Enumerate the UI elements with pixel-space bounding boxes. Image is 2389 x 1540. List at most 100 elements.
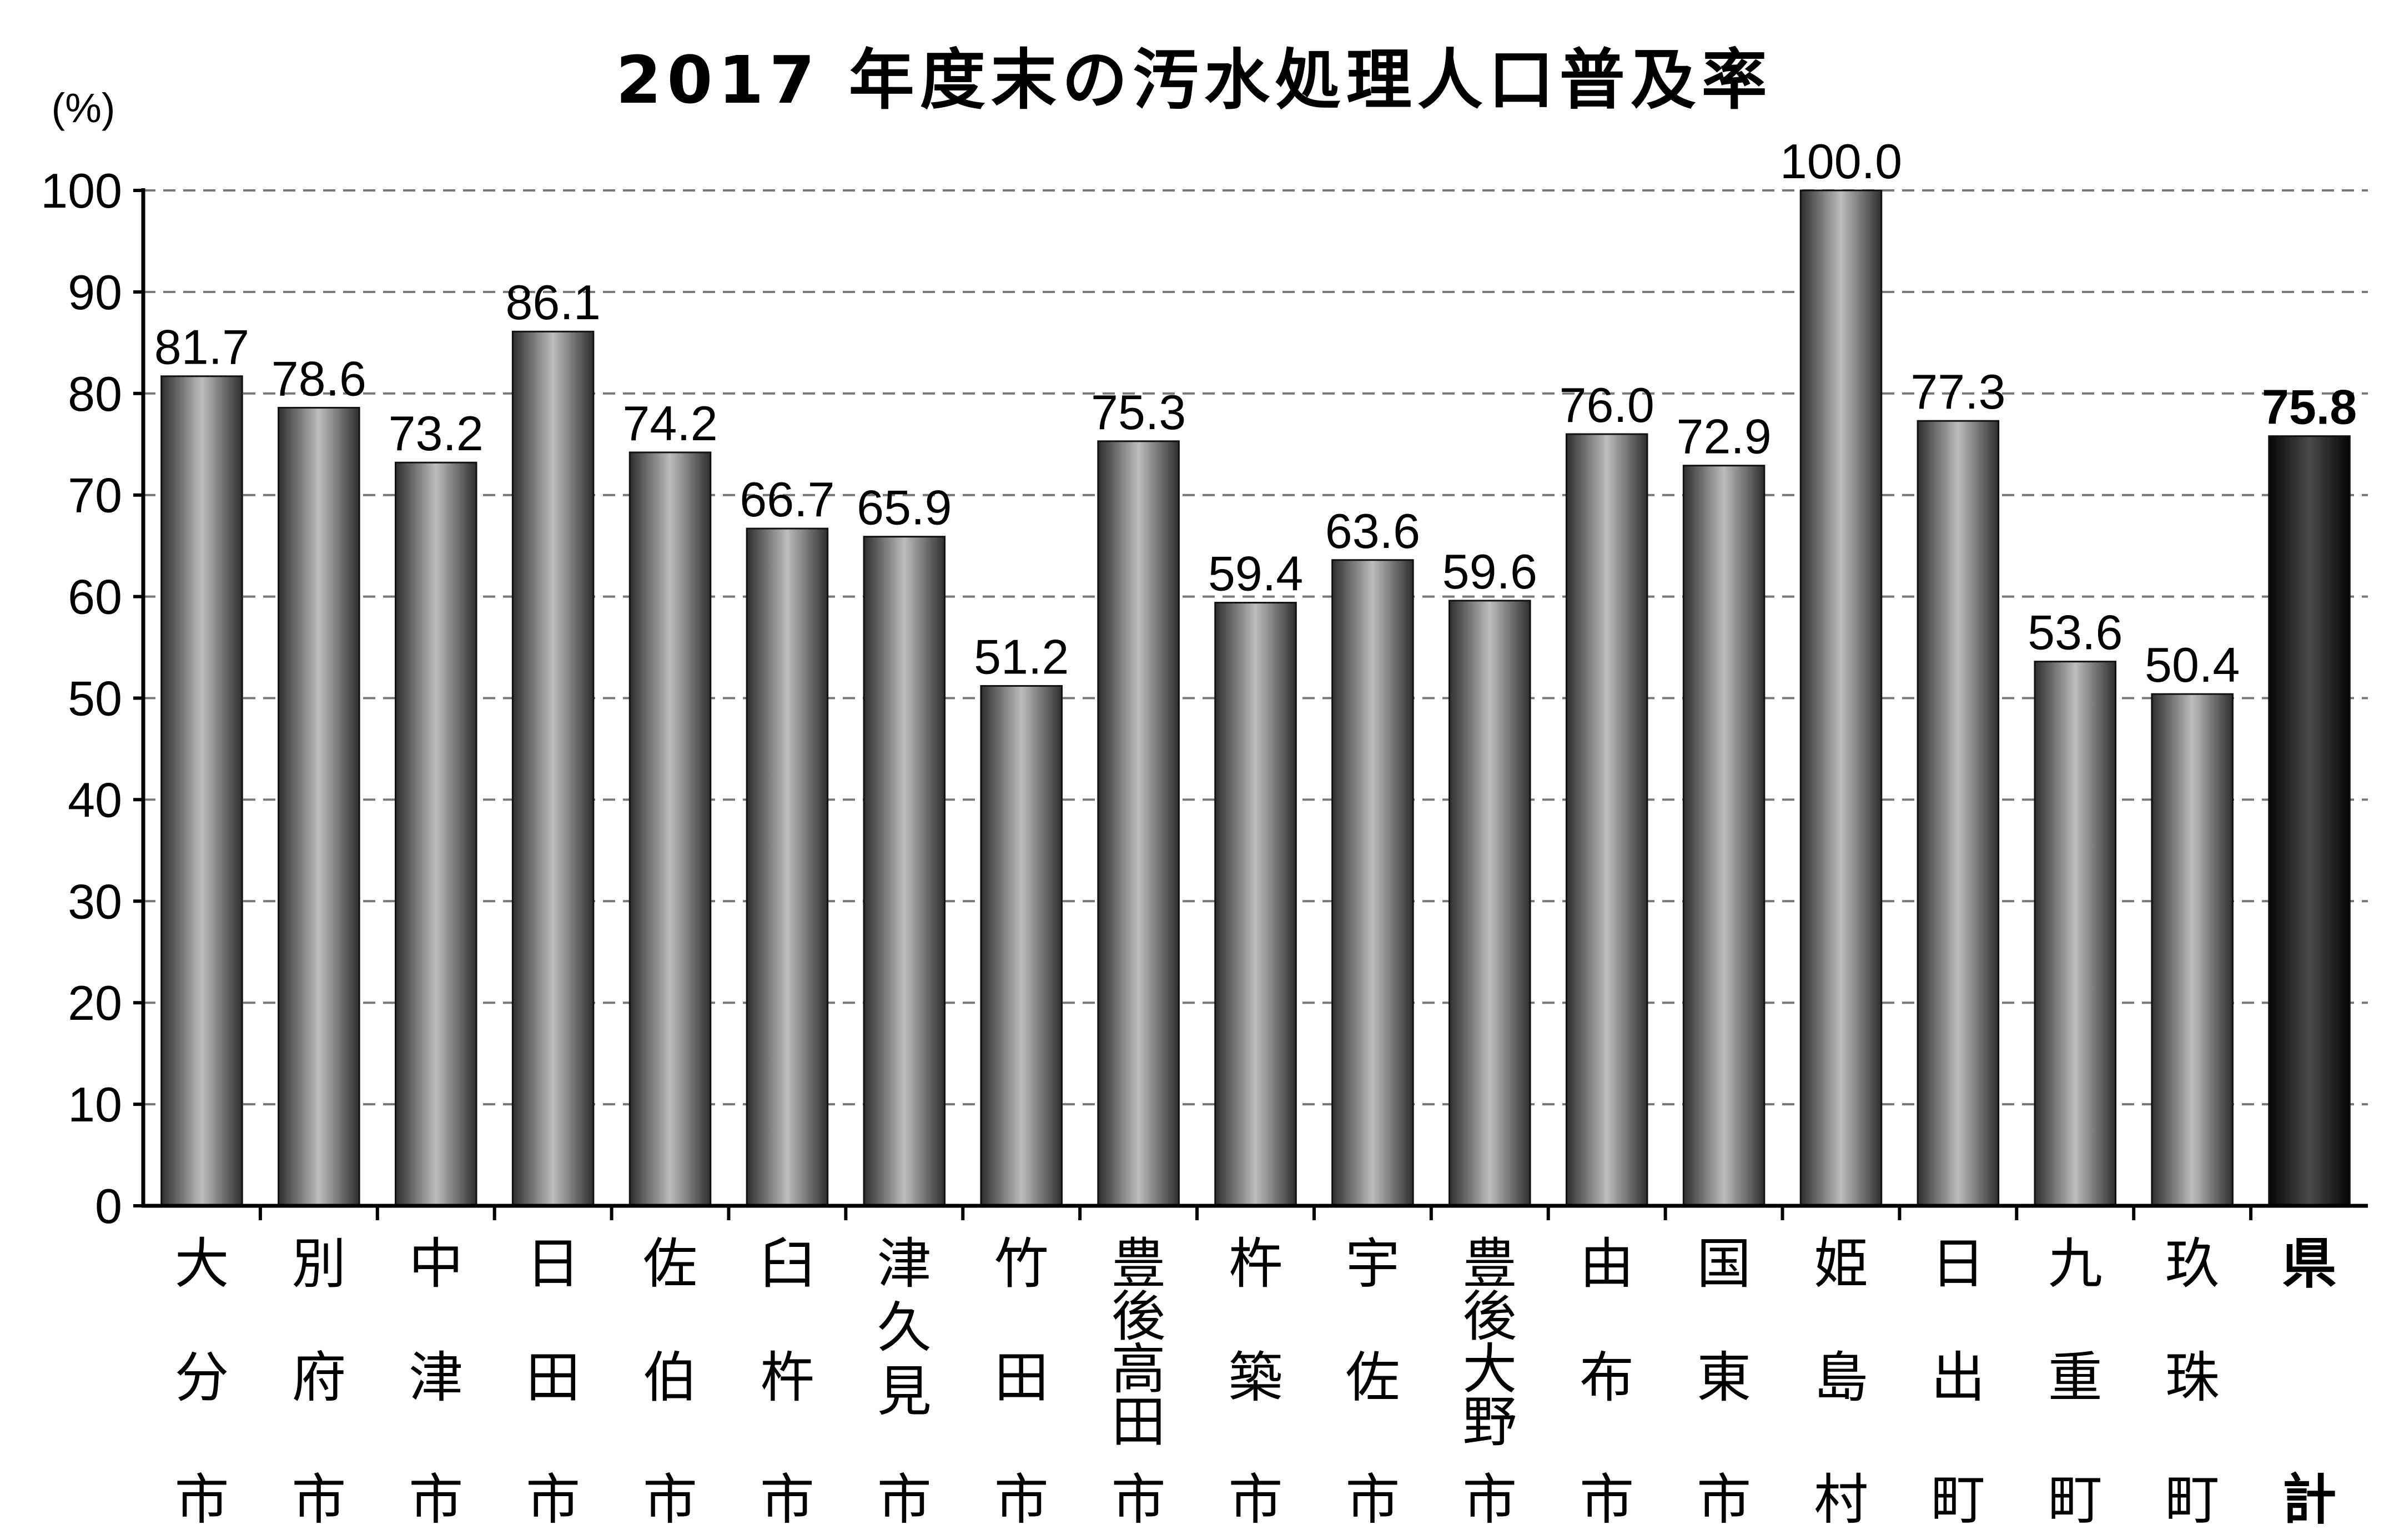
category-char: 市	[1462, 1468, 1517, 1532]
category-label: 中津市	[409, 1232, 463, 1532]
category-label: 豊後高田市	[1111, 1232, 1166, 1532]
bar-12	[1565, 433, 1648, 1207]
category-char: 久	[877, 1296, 932, 1360]
value-label: 51.2	[974, 630, 1069, 685]
category-char: 中	[409, 1232, 463, 1296]
bar-16	[2034, 661, 2117, 1207]
bar-15	[1917, 420, 2000, 1207]
category-char: 市	[1345, 1468, 1400, 1532]
category-char: 市	[643, 1468, 697, 1532]
category-label: 豊後大野市	[1462, 1232, 1517, 1532]
category-label: 玖珠町	[2165, 1232, 2220, 1532]
bar-4	[628, 451, 712, 1207]
value-label: 77.3	[1910, 364, 2005, 419]
y-tick-label: 20	[68, 975, 122, 1030]
category-char: 市	[1111, 1468, 1166, 1532]
y-tick-label: 50	[68, 671, 122, 726]
bar-13	[1682, 465, 1766, 1207]
value-label: 75.8	[2262, 380, 2357, 435]
value-label: 66.7	[740, 472, 834, 527]
category-label: 九重町	[2048, 1232, 2103, 1532]
y-axis-unit: (%)	[51, 85, 115, 131]
value-label: 75.3	[1091, 385, 1186, 440]
bars	[160, 189, 2351, 1207]
category-label: 津久見市	[877, 1232, 932, 1532]
bar-17	[2151, 693, 2234, 1207]
category-char: 津	[409, 1346, 463, 1410]
category-char: 町	[2048, 1468, 2103, 1532]
category-label: 由布市	[1580, 1232, 1634, 1532]
category-char: 姫	[1814, 1232, 1868, 1296]
chart-title: 2017 年度末の汚水処理人口普及率	[616, 42, 1773, 118]
category-char: 杵	[760, 1346, 814, 1410]
category-label: 国東市	[1697, 1232, 1751, 1532]
category-char: 市	[291, 1468, 346, 1532]
category-char: 日	[526, 1232, 580, 1296]
bar-11	[1449, 600, 1531, 1207]
value-label: 86.1	[505, 275, 600, 330]
category-char: 市	[1580, 1468, 1634, 1532]
category-char: 町	[1931, 1468, 1985, 1532]
bar-9	[1214, 602, 1297, 1207]
y-tick-label: 0	[95, 1179, 122, 1234]
category-char: 市	[994, 1468, 1049, 1532]
category-char: 東	[1697, 1346, 1751, 1410]
category-char: 布	[1580, 1346, 1634, 1410]
category-char: 珠	[2165, 1346, 2220, 1410]
category-label: 佐伯市	[643, 1232, 697, 1532]
category-char: 計	[2282, 1468, 2337, 1532]
category-char: 野	[1462, 1391, 1517, 1454]
value-label: 72.9	[1676, 409, 1771, 464]
value-label: 59.4	[1208, 546, 1303, 601]
value-label: 81.7	[154, 320, 249, 375]
category-char: 臼	[760, 1232, 814, 1296]
y-tick-label: 90	[68, 265, 122, 320]
category-label: 別府市	[291, 1232, 346, 1532]
y-tick-label: 40	[68, 772, 122, 827]
bar-7	[980, 685, 1063, 1207]
category-char: 日	[1931, 1232, 1985, 1296]
value-label: 59.6	[1442, 544, 1537, 599]
value-label: 76.0	[1560, 378, 1654, 432]
y-tick-label: 80	[68, 366, 122, 421]
category-char: 市	[877, 1468, 932, 1532]
category-char: 高	[1111, 1338, 1166, 1401]
category-char: 豊	[1462, 1232, 1517, 1296]
category-char: 見	[877, 1360, 932, 1423]
category-char: 市	[526, 1468, 580, 1532]
value-label: 65.9	[857, 480, 952, 535]
category-char: 市	[1228, 1468, 1282, 1532]
y-tick-label: 100	[41, 163, 122, 218]
value-label: 53.6	[2028, 605, 2123, 660]
value-label: 100.0	[1780, 134, 1902, 189]
bar-14	[1799, 189, 1883, 1207]
category-char: 出	[1931, 1346, 1985, 1410]
bar-6	[863, 536, 946, 1207]
category-char: 後	[1111, 1285, 1166, 1348]
category-char: 佐	[643, 1232, 697, 1296]
bar-2	[394, 461, 477, 1207]
category-label: 県計	[2282, 1232, 2337, 1532]
category-char: 津	[877, 1232, 932, 1296]
bar-5	[746, 527, 829, 1207]
category-char: 市	[1697, 1468, 1751, 1532]
value-label: 73.2	[389, 406, 484, 461]
y-tick-label: 10	[68, 1077, 122, 1132]
category-char: 国	[1697, 1232, 1751, 1296]
category-char: 島	[1814, 1346, 1868, 1410]
category-char: 九	[2048, 1232, 2103, 1296]
category-label: 日田市	[526, 1232, 580, 1532]
value-labels: 81.7 78.6 73.2 86.1 74.2 66.7 65.9 51.2 75.3 59.4…	[154, 134, 2357, 692]
y-tick-label: 60	[68, 570, 122, 625]
category-char: 伯	[643, 1346, 697, 1410]
value-label: 50.4	[2145, 637, 2240, 692]
category-char: 町	[2165, 1468, 2220, 1532]
category-char: 県	[2282, 1232, 2337, 1296]
bar-10	[1331, 559, 1414, 1207]
category-char: 別	[291, 1232, 346, 1296]
category-char: 築	[1228, 1346, 1282, 1410]
bar-1	[278, 406, 360, 1207]
category-char: 田	[1111, 1391, 1166, 1454]
bar-3	[511, 330, 595, 1207]
